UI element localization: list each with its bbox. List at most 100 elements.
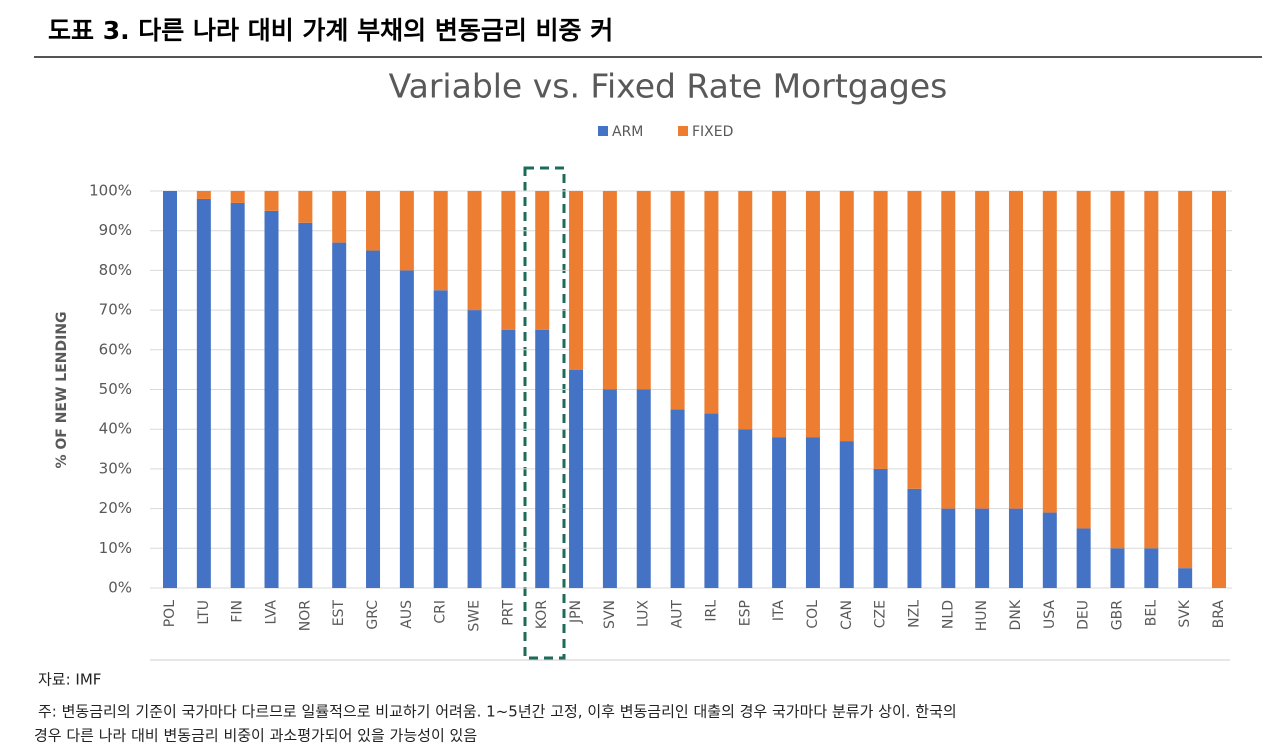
bar-segment	[873, 468, 888, 588]
y-tick-label: 40%	[99, 420, 132, 438]
bar-segment	[805, 191, 820, 438]
x-tick-label: SVN	[602, 600, 618, 629]
bar-segment	[1144, 191, 1159, 549]
source: 자료: IMF	[38, 671, 101, 689]
bar-segment	[1178, 568, 1193, 588]
bar-segment	[366, 191, 381, 251]
bar-segment	[670, 409, 685, 588]
bar-segment	[1008, 191, 1023, 509]
x-tick-label: ESP	[737, 600, 753, 626]
highlight-box	[523, 166, 566, 660]
bar-segment	[332, 242, 347, 589]
legend-swatch	[598, 126, 608, 136]
bar-segment	[230, 191, 245, 203]
y-tick-label: 90%	[99, 221, 132, 239]
bar-segment	[569, 369, 584, 588]
bar-segment	[433, 290, 448, 588]
y-tick-label: 20%	[99, 499, 132, 517]
chart-title: Variable vs. Fixed Rate Mortgages	[389, 67, 948, 106]
bar-segment	[366, 250, 381, 589]
x-tick-label: AUT	[670, 600, 686, 629]
bar-segment	[772, 191, 787, 438]
y-tick-label: 0%	[108, 579, 132, 597]
bar-segment	[298, 222, 313, 588]
bar-segment	[941, 191, 956, 509]
bar-segment	[467, 191, 482, 311]
y-tick-label: 80%	[99, 261, 132, 279]
bar-segment	[1212, 191, 1226, 588]
x-tick-label: HUN	[974, 600, 990, 631]
bar-segment	[704, 413, 719, 588]
x-tick-label: BRA	[1211, 600, 1227, 629]
bar-segment	[1008, 508, 1023, 588]
x-tick-label: DNK	[1008, 599, 1024, 630]
bar-segment	[941, 508, 956, 588]
x-tick-label: NZL	[906, 600, 922, 628]
bar-segment	[636, 389, 651, 588]
bar-segment	[501, 329, 516, 588]
bar-segment	[704, 191, 719, 414]
bar-segment	[1076, 191, 1091, 529]
x-tick-label: GBR	[1109, 600, 1125, 630]
bar-segment	[298, 191, 313, 223]
x-tick-label: FIN	[230, 600, 246, 623]
y-tick-label: 30%	[99, 459, 132, 477]
x-tick-label: NOR	[297, 600, 313, 631]
x-tick-label: KOR	[534, 600, 550, 629]
bar-segment	[501, 191, 516, 330]
x-tick-label: LTU	[196, 600, 212, 625]
x-tick-label: CAN	[839, 600, 855, 630]
bar-segment	[907, 488, 922, 588]
bar-segment	[163, 191, 177, 588]
note: 경우 다른 나라 대비 변동금리 비중이 과소평가되어 있을 가능성이 있음	[34, 727, 477, 745]
x-tick-label: ITA	[771, 600, 787, 622]
x-tick-label: PRT	[500, 600, 516, 626]
bar-segment	[975, 508, 990, 588]
bar-segment	[264, 210, 279, 588]
x-tick-label: JPN	[568, 600, 584, 624]
bar-segment	[1178, 191, 1193, 569]
bar-segment	[1076, 528, 1091, 588]
bar-segment	[907, 191, 922, 489]
bar-segment	[805, 437, 820, 588]
legend-label: ARM	[612, 124, 643, 140]
x-tick-label: CZE	[873, 600, 889, 628]
bar-segment	[399, 191, 414, 271]
legend-label: FIXED	[692, 124, 733, 140]
bar-segment	[1042, 512, 1057, 588]
bar-segment	[1110, 548, 1125, 588]
bar-segment	[535, 191, 550, 330]
bar-segment	[399, 270, 414, 588]
x-tick-label: COL	[805, 600, 821, 629]
x-tick-label: SWE	[467, 600, 483, 632]
x-tick-label: NLD	[940, 600, 956, 629]
bar-segment	[433, 191, 448, 291]
bar-segment	[839, 191, 854, 442]
bar-segment	[1110, 191, 1125, 549]
bar-segment	[196, 191, 211, 199]
bar-segment	[670, 191, 685, 410]
x-tick-label: DEU	[1076, 600, 1092, 630]
bar-segment	[975, 191, 990, 509]
header-title: 도표 3. 다른 나라 대비 가계 부채의 변동금리 비중 커	[48, 16, 613, 45]
x-tick-label: IRL	[703, 600, 719, 622]
y-tick-label: 10%	[99, 539, 132, 557]
bar-segment	[264, 191, 279, 211]
bar-segment	[602, 389, 617, 588]
x-tick-label: GRC	[365, 600, 381, 630]
bar-segment	[332, 191, 347, 243]
x-tick-label: POL	[162, 600, 178, 627]
bar-segment	[602, 191, 617, 390]
note: 주: 변동금리의 기준이 국가마다 다르므로 일률적으로 비교하기 어려움. 1…	[38, 703, 957, 721]
y-tick-label: 50%	[99, 380, 132, 398]
bar-segment	[839, 441, 854, 588]
legend-swatch	[678, 126, 688, 136]
y-tick-label: 70%	[99, 301, 132, 319]
bar-segment	[636, 191, 651, 390]
bar-segment	[873, 191, 888, 469]
x-tick-label: CRI	[433, 600, 449, 624]
y-tick-label: 60%	[99, 340, 132, 358]
bar-segment	[1042, 191, 1057, 513]
